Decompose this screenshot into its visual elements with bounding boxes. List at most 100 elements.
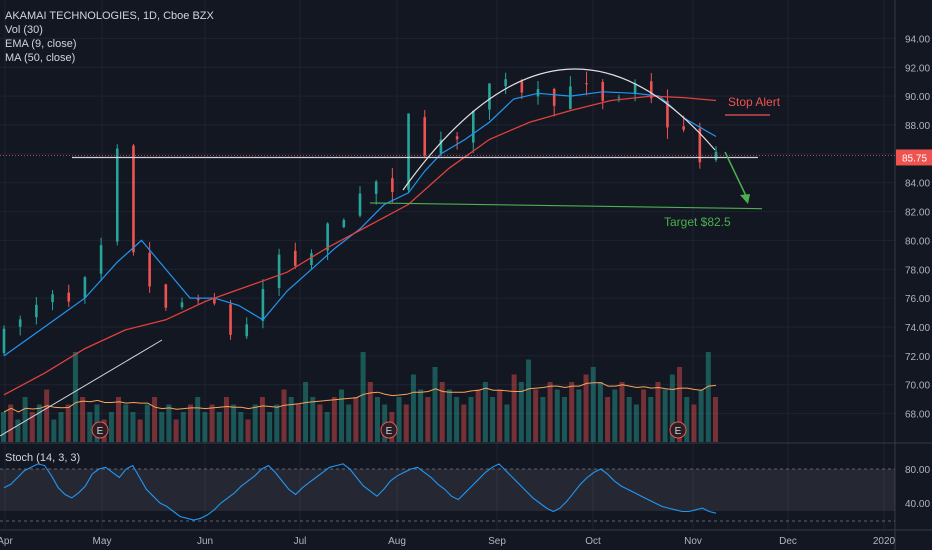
candle-body-23: [374, 181, 378, 194]
candle-body-31: [504, 79, 507, 87]
candle-body-42: [682, 126, 685, 130]
y-tick-label-0: 94.00: [905, 34, 930, 45]
candle-body-36: [585, 83, 588, 85]
volume-bar-76: [547, 382, 553, 442]
candle-body-44: [714, 151, 718, 160]
candle-body-20: [326, 223, 329, 251]
y-tick-label-12: 70.00: [905, 381, 930, 392]
volume-bar-93: [669, 374, 675, 442]
volume-bar-43: [310, 397, 316, 442]
volume-bar-77: [554, 389, 560, 442]
volume-bar-83: [597, 382, 603, 442]
volume-bar-21: [152, 397, 158, 442]
candle-body-15: [245, 324, 249, 337]
volume-bar-62: [446, 389, 452, 442]
target-arrow-head: [740, 194, 750, 204]
stop-alert-label: Stop Alert: [728, 95, 781, 109]
ma-legend: MA (50, close): [5, 52, 76, 64]
volume-bar-63: [454, 397, 460, 442]
candle-body-6: [99, 245, 103, 274]
target-label: Target $82.5: [664, 215, 731, 229]
candle-body-34: [552, 89, 556, 106]
y-tick-label-7: 80.00: [905, 236, 930, 247]
candle-body-32: [520, 81, 524, 93]
volume-bar-72: [518, 382, 524, 442]
ema-line: [3, 91, 717, 357]
volume-ma-path: [3, 382, 717, 413]
candle-body-4: [67, 292, 71, 302]
volume-bar-37: [267, 412, 273, 442]
volume-bar-66: [475, 389, 481, 442]
candle-body-13: [213, 298, 216, 304]
volume-bar-25: [180, 412, 186, 442]
stoch-pane: [0, 463, 895, 522]
y-tick-label-8: 78.00: [905, 265, 930, 276]
x-tick-label-3: Jul: [294, 536, 307, 547]
volume-bar-49: [353, 397, 359, 442]
volume-bar-78: [561, 397, 567, 442]
earnings-marker-may-label: E: [97, 426, 104, 437]
candle-body-26: [423, 117, 427, 156]
x-tick-label-5: Sep: [488, 536, 506, 547]
rounding-top-arc: [402, 68, 716, 191]
y-tick-label-10: 74.00: [905, 323, 930, 334]
indicator-lines: [3, 91, 717, 396]
candle-body-5: [83, 277, 87, 298]
volume-bar-39: [281, 389, 287, 442]
candle-body-2: [35, 304, 38, 318]
y-tick-label-6: 82.00: [905, 208, 930, 219]
volume-bar-3: [22, 397, 28, 442]
candle-body-21: [342, 219, 346, 228]
price-tag-label: 85.75: [902, 153, 927, 164]
stoch-legend: Stoch (14, 3, 3): [5, 452, 81, 464]
volume-bar-80: [576, 389, 582, 442]
chart-legend: AKAMAI TECHNOLOGIES, 1D, Cboe BZX Vol (3…: [5, 9, 214, 65]
volume-bar-22: [159, 412, 165, 442]
annotations: Stop Alert Target $82.5: [0, 68, 895, 437]
earnings-marker-aug: E: [380, 421, 398, 439]
volume-bar-0: [1, 412, 6, 442]
candle-body-0: [2, 328, 6, 353]
volume-bar-23: [166, 404, 172, 442]
volume-bar-59: [425, 397, 431, 442]
volume-bar-50: [360, 352, 366, 442]
volume-bar-67: [482, 382, 488, 442]
candle-body-7: [115, 148, 119, 242]
volume-bar-90: [648, 397, 654, 442]
candle-body-19: [310, 253, 313, 266]
volume-bar-86: [619, 382, 625, 442]
y-tick-label-9: 76.00: [905, 294, 930, 305]
symbol-title: AKAMAI TECHNOLOGIES, 1D, Cboe BZX: [5, 10, 214, 22]
volume-bar-96: [691, 404, 697, 442]
volume-bar-15: [108, 412, 114, 442]
x-tick-label-1: May: [93, 536, 112, 547]
volume-bar-17: [123, 404, 129, 442]
volume-bar-68: [490, 397, 496, 442]
volume-bar-6: [44, 389, 50, 442]
x-tick-label-4: Aug: [388, 536, 406, 547]
candle-body-8: [132, 145, 135, 253]
y-tick-label-3: 88.00: [905, 121, 930, 132]
earnings-marker-oct-circle: [669, 421, 687, 439]
target-arrow-shaft: [724, 151, 749, 201]
earnings-marker-aug-circle: [380, 421, 398, 439]
stoch-level-label-1: 40.00: [905, 499, 930, 510]
volume-bar-73: [526, 359, 532, 442]
volume-bar-52: [374, 397, 380, 442]
volume-bar-71: [511, 374, 517, 442]
candle-body-27: [439, 139, 443, 154]
candle-body-43: [698, 128, 702, 163]
volume-bar-10: [72, 352, 78, 442]
volume-bar-34: [245, 419, 251, 442]
candle-body-10: [164, 284, 168, 308]
volume-bar-94: [677, 367, 683, 442]
volume-bar-87: [626, 397, 632, 442]
volume-bar-97: [698, 389, 704, 442]
volume-bar-51: [367, 382, 373, 442]
volume-ma-line: [3, 382, 717, 413]
trend-line: [0, 339, 163, 437]
y-tick-label-1: 92.00: [905, 63, 930, 74]
vol-legend: Vol (30): [5, 24, 43, 36]
